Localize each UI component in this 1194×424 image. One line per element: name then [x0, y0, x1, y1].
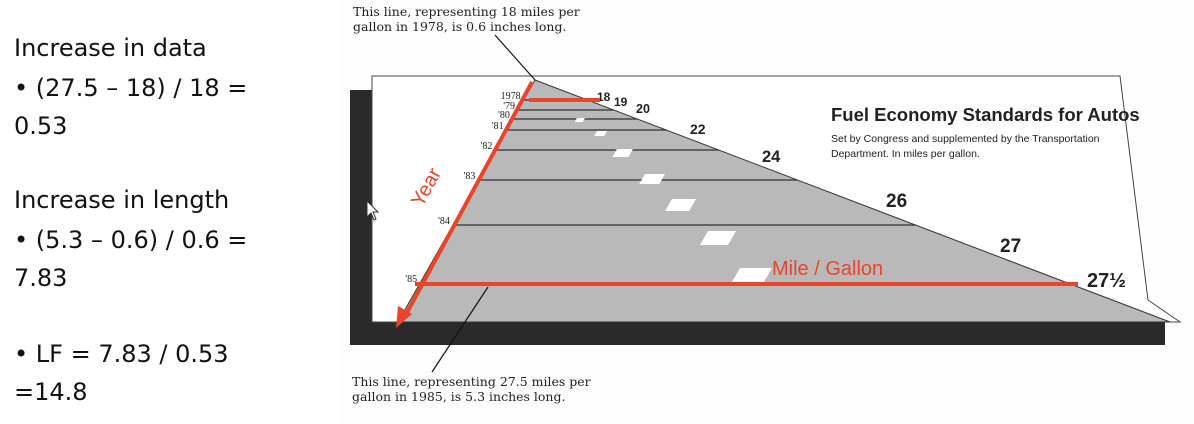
- top-note: This line, representing 18 miles per gal…: [353, 4, 580, 34]
- lie-factor-formula: • LF = 7.83 / 0.53: [14, 340, 229, 368]
- mpg-axis-label: Mile / Gallon: [772, 258, 883, 280]
- top-note-line-1: This line, representing 18 miles per: [353, 4, 580, 19]
- year-tick-label: '81: [492, 121, 504, 132]
- data-increase-heading: Increase in data: [14, 34, 207, 62]
- year-tick-label: '85: [405, 274, 417, 285]
- length-increase-heading: Increase in length: [14, 186, 230, 214]
- mpg-value-label: 18: [597, 90, 611, 104]
- length-increase-result: 7.83: [14, 264, 68, 292]
- chart-subtitle-line-1: Set by Congress and supplemented by the …: [831, 133, 1100, 145]
- chart-subtitle: Set by Congress and supplemented by the …: [831, 132, 1100, 162]
- data-increase-result: 0.53: [14, 112, 68, 140]
- lane-dash: [699, 231, 736, 245]
- bottom-note: This line, representing 27.5 miles per g…: [352, 374, 591, 404]
- length-increase-formula: • (5.3 – 0.6) / 0.6 =: [14, 226, 248, 254]
- data-increase-formula: • (27.5 – 18) / 18 =: [14, 74, 248, 102]
- year-tick-label: 1978: [501, 91, 521, 102]
- mpg-value-label: 24: [762, 148, 781, 166]
- lane-dash: [639, 174, 665, 184]
- chart-title: Fuel Economy Standards for Autos: [831, 104, 1140, 125]
- mpg-value-label: 26: [886, 191, 907, 212]
- top-note-line-2: gallon in 1978, is 0.6 inches long.: [353, 19, 567, 34]
- mpg-value-label: 27: [1000, 236, 1021, 257]
- bottom-note-line-1: This line, representing 27.5 miles per: [352, 374, 591, 389]
- lane-dash: [612, 149, 633, 157]
- lane-dash: [594, 131, 607, 136]
- mpg-value-label: 20: [636, 102, 650, 116]
- bottom-note-connector: [431, 286, 489, 373]
- lane-dash: [574, 118, 586, 122]
- mpg-value-label: 27½: [1087, 270, 1126, 292]
- explanation-panel: Increase in data • (27.5 – 18) / 18 = 0.…: [0, 0, 340, 424]
- mpg-value-label: 19: [614, 95, 628, 109]
- chart-subtitle-line-2: Department. In miles per gallon.: [831, 148, 980, 160]
- lane-dash: [729, 268, 772, 286]
- year-tick-label: '82: [481, 141, 493, 152]
- mpg-value-label: 22: [690, 121, 706, 137]
- year-tick-label: '80: [498, 110, 510, 121]
- mouse-cursor-icon: [366, 200, 380, 221]
- top-note-connector: [494, 34, 536, 81]
- lane-dash: [665, 199, 697, 211]
- year-tick-label: '79: [503, 101, 515, 112]
- year-axis-arrowhead: [396, 306, 412, 328]
- lie-factor-result: =14.8: [14, 378, 88, 406]
- year-tick-label: '83: [464, 171, 476, 182]
- year-tick-label: '84: [438, 216, 450, 227]
- year-axis-arrow-line: [402, 81, 534, 319]
- bottom-note-line-2: gallon in 1985, is 5.3 inches long.: [352, 389, 566, 404]
